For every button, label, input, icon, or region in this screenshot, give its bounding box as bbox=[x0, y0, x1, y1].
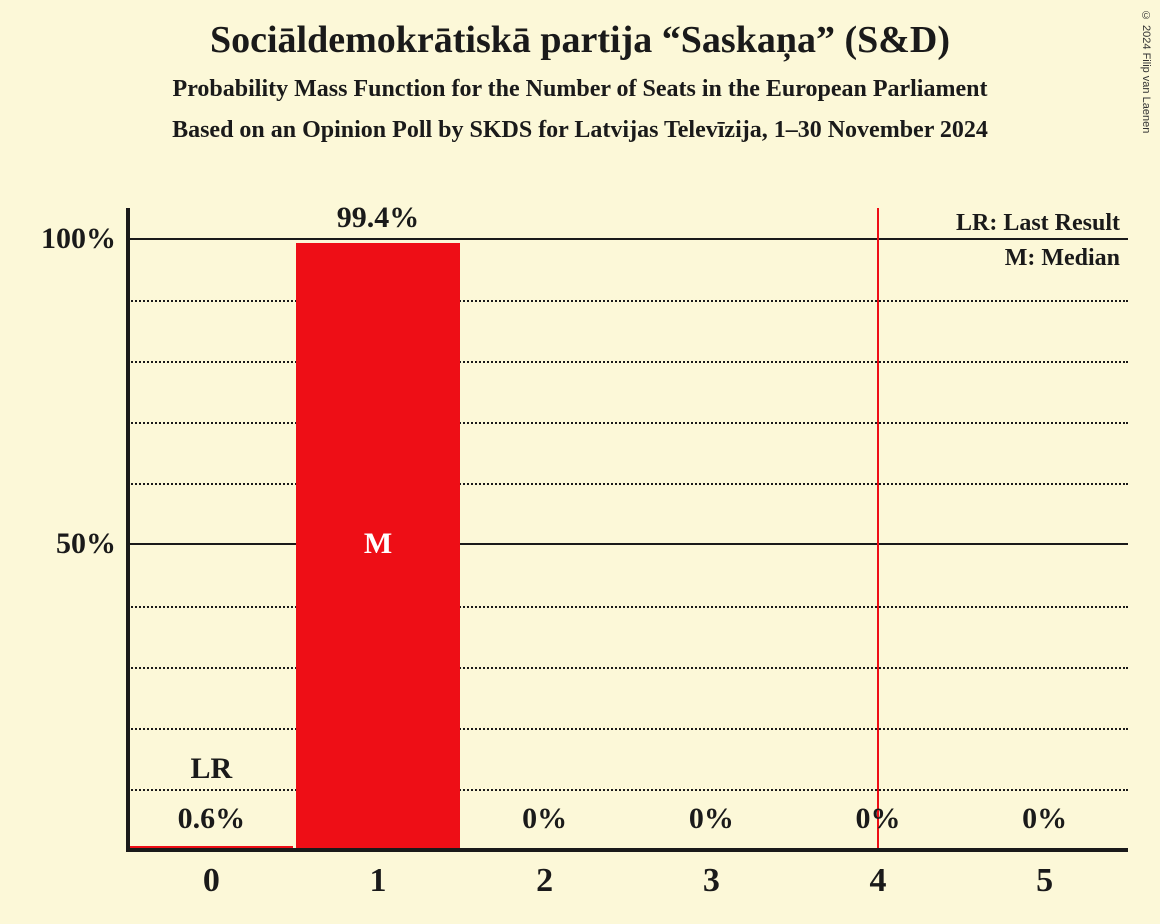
gridline-major bbox=[128, 543, 1128, 545]
x-axis-label: 4 bbox=[870, 850, 887, 900]
chart-title: Sociāldemokrātiskā partija “Saskaņa” (S&… bbox=[0, 0, 1160, 62]
gridline-minor bbox=[128, 728, 1128, 730]
chart-subtitle-1: Probability Mass Function for the Number… bbox=[0, 62, 1160, 103]
bar-value-label: 0% bbox=[522, 802, 567, 836]
x-axis-label: 3 bbox=[703, 850, 720, 900]
bar-value-label: 0.6% bbox=[178, 802, 246, 836]
legend-lr: LR: Last Result bbox=[956, 210, 1120, 237]
gridline-minor bbox=[128, 361, 1128, 363]
y-axis-label: 100% bbox=[41, 222, 128, 256]
x-axis bbox=[126, 848, 1128, 852]
lr-marker: LR bbox=[190, 752, 232, 786]
bar-value-label: 0% bbox=[856, 802, 901, 836]
bar-value-label: 99.4% bbox=[337, 201, 420, 235]
chart-subtitle-2: Based on an Opinion Poll by SKDS for Lat… bbox=[0, 103, 1160, 144]
gridline-major bbox=[128, 238, 1128, 240]
hr-marker-line bbox=[877, 208, 879, 850]
legend-median: M: Median bbox=[1005, 245, 1120, 272]
gridline-minor bbox=[128, 789, 1128, 791]
gridline-minor bbox=[128, 422, 1128, 424]
gridline-minor bbox=[128, 300, 1128, 302]
bar-value-label: 0% bbox=[1022, 802, 1067, 836]
bar-value-label: 0% bbox=[689, 802, 734, 836]
x-axis-label: 5 bbox=[1036, 850, 1053, 900]
y-axis bbox=[126, 208, 130, 852]
chart-plot-area: 50%100%0.6%LR099.4%M10%20%30%40%5LR: Las… bbox=[128, 190, 1128, 850]
gridline-minor bbox=[128, 606, 1128, 608]
y-axis-label: 50% bbox=[56, 527, 128, 561]
median-marker: M bbox=[364, 527, 392, 561]
copyright-text: © 2024 Filip van Laenen bbox=[1140, 10, 1152, 133]
x-axis-label: 1 bbox=[370, 850, 387, 900]
gridline-minor bbox=[128, 667, 1128, 669]
x-axis-label: 0 bbox=[203, 850, 220, 900]
gridline-minor bbox=[128, 483, 1128, 485]
x-axis-label: 2 bbox=[536, 850, 553, 900]
